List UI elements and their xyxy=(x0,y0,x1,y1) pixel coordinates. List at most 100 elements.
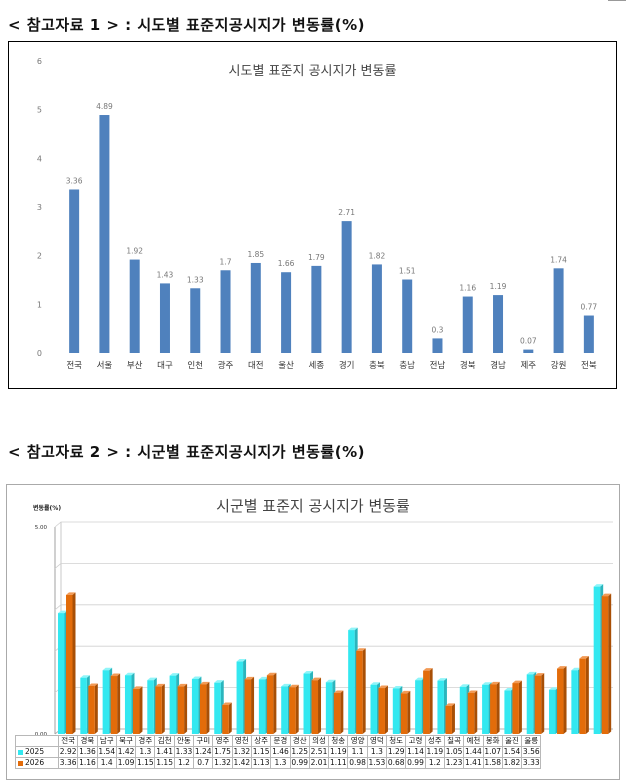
chart2-bar-2026 xyxy=(512,680,522,734)
chart2-bar-front xyxy=(311,680,319,734)
chart1-bar xyxy=(190,288,201,353)
chart2-bar-2026 xyxy=(557,666,567,734)
chart1-data-label: 3.36 xyxy=(66,176,83,185)
chart2-bar-front xyxy=(557,668,564,734)
chart1-x-tick-label: 대구 xyxy=(157,361,173,371)
chart2-bar-side xyxy=(585,656,589,734)
data-table-value-cell: 1.07 xyxy=(482,746,503,758)
chart1-title: 시도별 표준지 공시지가 변동률 xyxy=(228,64,397,79)
chart2-gridline xyxy=(54,521,613,528)
chart1-x-tick-label: 울산 xyxy=(278,360,294,371)
chart1-x-tick-label: 대전 xyxy=(248,360,264,371)
chart2-bar-front xyxy=(222,705,229,734)
data-table-header-cell: 청송 xyxy=(328,735,349,747)
data-table-header-cell: 남구 xyxy=(96,735,117,747)
chart2-bar-front xyxy=(58,613,65,734)
chart2-bar-top xyxy=(177,683,188,687)
chart1-x-tick-label: 충남 xyxy=(399,361,415,371)
chart2-bar-2026 xyxy=(356,648,366,734)
chart1-y-tick-label: 5 xyxy=(37,106,42,115)
chart1-y-tick-label: 1 xyxy=(37,300,42,309)
chart2-bar-top xyxy=(526,671,537,675)
data-table-value-cell: 2.01 xyxy=(308,757,330,769)
chart2-bar-top xyxy=(132,686,143,689)
data-table-value-cell: 2.51 xyxy=(308,746,330,758)
chart2-bar-top xyxy=(214,680,224,683)
chart2-bar-2026 xyxy=(333,690,344,734)
chart2-bar-front xyxy=(333,693,341,734)
chart1-data-label: 4.89 xyxy=(96,102,113,111)
chart2-bar-front xyxy=(155,686,162,734)
chart2-bar-top xyxy=(169,673,180,676)
reference-heading-2: < 참고자료 2 > : 시군별 표준지공시지가 변동률(%) xyxy=(8,443,365,461)
chart2-bar-top xyxy=(571,667,581,671)
data-table-header-cell: 울릉 xyxy=(521,735,542,747)
chart2-bar-2026 xyxy=(244,676,255,734)
chart2-bar-front xyxy=(504,690,511,734)
data-table-value-cell: 1.15 xyxy=(250,746,272,758)
chart2-bar-front xyxy=(102,670,110,734)
chart2-gridline xyxy=(54,604,613,611)
chart2-bar-front xyxy=(378,688,385,734)
data-table-header-cell: 상주 xyxy=(250,735,272,747)
chart2-bar-top xyxy=(549,687,559,690)
data-table-header-cell: 구미 xyxy=(193,735,214,747)
chart2-bar-top xyxy=(258,676,269,680)
chart2-bar-top xyxy=(266,672,277,676)
data-table-header-cell: 경산 xyxy=(289,735,310,747)
data-table-value-cell: 0.98 xyxy=(347,757,368,769)
chart2-bar-top xyxy=(66,592,76,595)
chart1-data-label: 1.51 xyxy=(399,267,416,276)
data-table-series-label: 2025 xyxy=(15,746,59,758)
data-table-value-cell: 2.92 xyxy=(57,746,79,758)
data-table-header-cell: 영양 xyxy=(347,735,368,747)
chart1-x-tick-label: 경기 xyxy=(339,360,355,371)
chart1-x-tick-label: 광주 xyxy=(218,360,234,371)
chart1-bar xyxy=(402,279,413,353)
data-table-value-cell: 1.42 xyxy=(231,757,252,769)
chart2-bar-front xyxy=(370,684,377,734)
chart2-bar-top xyxy=(400,690,411,694)
legend-swatch xyxy=(18,749,23,755)
chart1-bar xyxy=(220,270,231,353)
chart2-bar-2026 xyxy=(445,703,455,734)
chart2-bar-front xyxy=(147,680,154,734)
data-table-value-cell: 3.56 xyxy=(521,746,542,758)
data-table-value-cell: 1.2 xyxy=(173,757,195,769)
chart1-x-tick-label: 전국 xyxy=(66,360,82,371)
data-table-row: 2025 2.92 1.36 1.54 1.42 1.3 1.41 1.33 1.24 1.75 1… xyxy=(15,746,542,758)
chart1-bar xyxy=(523,349,534,353)
chart2-bar-front xyxy=(266,675,274,734)
chart2-bar-front xyxy=(303,673,311,734)
chart2-bar-top xyxy=(534,673,545,676)
data-table-value-cell: 1.1 xyxy=(347,746,368,758)
chart1-data-label: 1.7 xyxy=(220,257,232,266)
chart1-data-label: 0.3 xyxy=(432,325,444,334)
chart2-bar-2026 xyxy=(110,673,121,734)
data-table-value-cell: 1.33 xyxy=(173,746,195,758)
data-table-value-cell: 1.15 xyxy=(154,757,175,769)
chart2-bar-front xyxy=(281,686,288,734)
data-table-value-cell: 1.09 xyxy=(115,757,137,769)
data-table-value-cell: 1.53 xyxy=(366,757,388,769)
chart2-bar-front xyxy=(467,693,475,734)
chart2-bar-2026 xyxy=(601,593,612,734)
chart1-bar xyxy=(311,265,322,353)
chart2-bar-side xyxy=(474,690,478,734)
data-table-row: 2026 3.36 1.16 1.4 1.09 1.15 1.15 1.2 0.7 1.32 1.4… xyxy=(15,757,542,769)
data-table-header-cell: 칠곡 xyxy=(443,735,465,747)
chart1-data-label: 1.74 xyxy=(550,255,567,264)
chart2-bar-top xyxy=(236,659,247,662)
data-table-header-cell: 북구 xyxy=(115,735,137,747)
chart2-bar-top xyxy=(110,673,121,677)
data-table-corner xyxy=(15,735,59,747)
chart2-bar-2026 xyxy=(579,656,589,734)
data-table-value-cell: 0.7 xyxy=(193,757,214,769)
chart2-bar-side xyxy=(496,681,500,734)
chart1-bar xyxy=(159,283,170,353)
chart2-bar-top xyxy=(303,671,314,674)
chart2-bar-top xyxy=(281,683,291,687)
data-table-header-cell: 봉화 xyxy=(482,735,503,747)
chart2-bar-top xyxy=(333,690,344,694)
chart1-svg: 0 1 2 3 4 5 6 3.36 전국 4.89 서울 1.92 부산 1.43 대구 1.33 인천 1.7… xyxy=(37,57,598,371)
